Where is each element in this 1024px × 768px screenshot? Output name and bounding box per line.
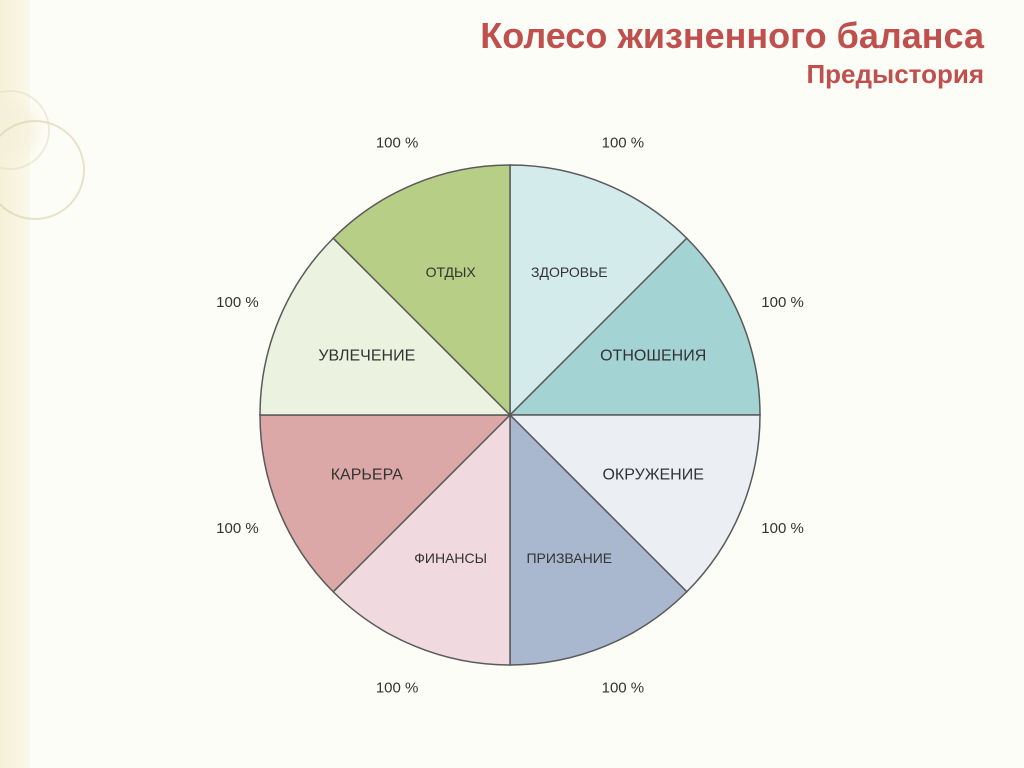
pct-label-3: 100 % xyxy=(602,680,645,697)
wheel-svg: ЗДОРОВЬЕ ОТНОШЕНИЯ ОКРУЖЕНИЕ ПРИЗВАНИЕ ФИНАН… xyxy=(130,75,890,755)
pct-label-1: 100 % xyxy=(761,294,804,311)
decor-circle-2 xyxy=(0,120,85,220)
slice-label-1: ОТНОШЕНИЯ xyxy=(600,348,706,365)
slice-label-5: КАРЬЕРА xyxy=(331,466,403,483)
wheel-chart: ЗДОРОВЬЕ ОТНОШЕНИЯ ОКРУЖЕНИЕ ПРИЗВАНИЕ ФИНАН… xyxy=(130,75,890,755)
slice-label-3: ПРИЗВАНИЕ xyxy=(526,550,612,566)
pct-label-2: 100 % xyxy=(761,520,804,537)
slice-label-6: УВЛЕЧЕНИЕ xyxy=(318,348,415,365)
slice-label-2: ОКРУЖЕНИЕ xyxy=(602,466,703,483)
slice-label-4: ФИНАНСЫ xyxy=(414,550,487,566)
pct-label-4: 100 % xyxy=(376,680,419,697)
pct-label-6: 100 % xyxy=(216,294,259,311)
pct-label-5: 100 % xyxy=(216,520,259,537)
pct-label-0: 100 % xyxy=(602,134,645,151)
slice-label-7: ОТДЫХ xyxy=(426,264,477,280)
slice-label-0: ЗДОРОВЬЕ xyxy=(531,264,608,280)
main-title: Колесо жизненного баланса xyxy=(480,15,984,57)
pct-label-7: 100 % xyxy=(376,134,419,151)
